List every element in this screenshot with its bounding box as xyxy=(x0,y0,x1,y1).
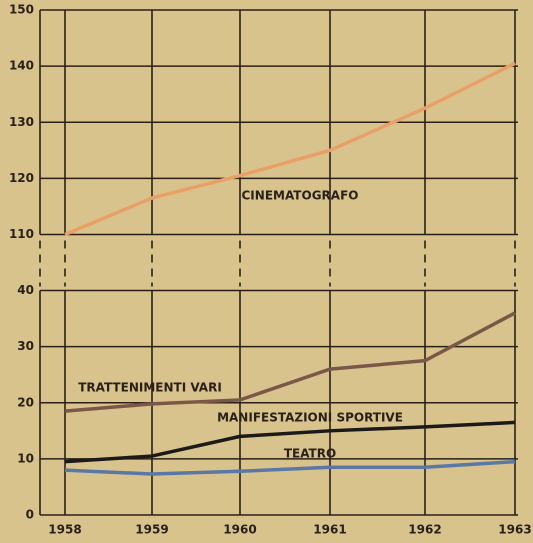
y-tick-label: 40 xyxy=(17,283,34,297)
series-label: CINEMATOGRAFO xyxy=(242,189,359,203)
y-tick-label: 30 xyxy=(17,339,34,353)
x-tick-label: 1963 xyxy=(498,523,531,537)
x-tick-label: 1962 xyxy=(408,523,441,537)
y-tick-label: 20 xyxy=(17,395,34,409)
y-tick-label: 120 xyxy=(9,171,34,185)
series-label: TRATTENIMENTI VARI xyxy=(78,381,222,395)
y-tick-label: 130 xyxy=(9,115,34,129)
y-tick-label: 110 xyxy=(9,227,34,241)
series-label: MANIFESTAZIONI SPORTIVE xyxy=(217,411,403,425)
y-tick-label: 10 xyxy=(17,451,34,465)
x-tick-label: 1959 xyxy=(135,523,168,537)
x-tick-label: 1961 xyxy=(313,523,346,537)
y-tick-label: 0 xyxy=(26,508,34,522)
y-tick-label: 140 xyxy=(9,59,34,73)
series-line xyxy=(64,459,516,476)
series-line xyxy=(64,61,516,237)
y-tick-label: 150 xyxy=(9,3,34,17)
series-label: TEATRO xyxy=(284,447,336,461)
series-line xyxy=(64,420,516,464)
series-line xyxy=(64,311,516,413)
x-tick-label: 1960 xyxy=(223,523,256,537)
x-tick-label: 1958 xyxy=(48,523,81,537)
